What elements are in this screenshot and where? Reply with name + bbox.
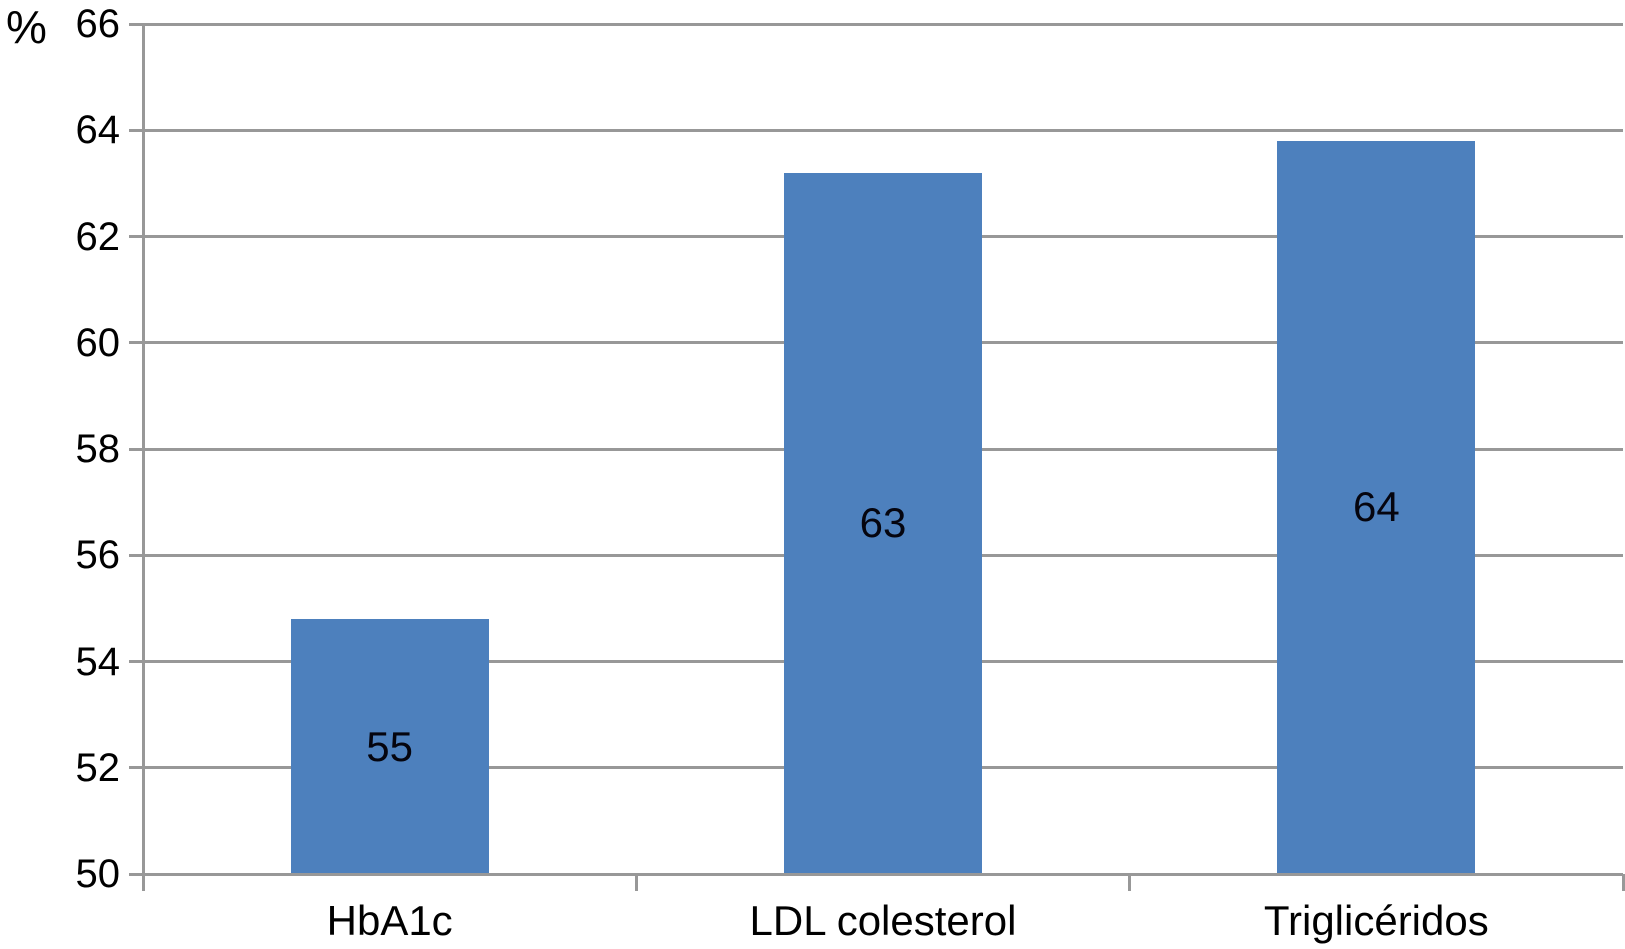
y-axis-tick-64 bbox=[129, 128, 143, 132]
y-tick-label-56: 56 bbox=[75, 533, 121, 578]
y-axis-tick-66 bbox=[129, 22, 143, 26]
y-axis-title: % bbox=[6, 1, 47, 53]
data-label-LDL colesterol: 63 bbox=[859, 499, 907, 547]
gridline-64 bbox=[143, 128, 1623, 132]
y-axis-tick-56 bbox=[129, 553, 143, 557]
y-axis-tick-58 bbox=[129, 447, 143, 451]
y-axis-tick-62 bbox=[129, 235, 143, 238]
bar-LDL colesterol[interactable] bbox=[784, 172, 982, 874]
y-axis-tick-52 bbox=[129, 766, 143, 770]
y-tick-label-52: 52 bbox=[75, 745, 121, 790]
x-axis-tick-3 bbox=[1621, 874, 1625, 891]
bar-HbA1c[interactable] bbox=[290, 619, 489, 874]
y-axis-tick-54 bbox=[129, 660, 143, 663]
category-label-Triglicéridos: Triglicéridos bbox=[1263, 897, 1489, 944]
y-tick-label-58: 58 bbox=[75, 427, 121, 471]
y-tick-label-62: 62 bbox=[75, 214, 121, 259]
y-tick-label-60: 60 bbox=[75, 320, 121, 365]
category-label-LDL colesterol: LDL colesterol bbox=[749, 897, 1017, 944]
data-label-HbA1c: 55 bbox=[366, 722, 414, 770]
y-tick-label-50: 50 bbox=[75, 852, 121, 896]
data-label-Triglicéridos: 64 bbox=[1352, 483, 1400, 531]
y-axis-tick-50 bbox=[129, 872, 143, 876]
category-label-HbA1c: HbA1c bbox=[326, 897, 453, 944]
x-axis-line bbox=[143, 872, 1623, 876]
gridline-66 bbox=[143, 22, 1623, 26]
x-axis-tick-1 bbox=[634, 874, 638, 891]
y-axis-tick-60 bbox=[129, 341, 143, 345]
y-tick-label-54: 54 bbox=[75, 639, 121, 684]
y-tick-label-64: 64 bbox=[75, 108, 121, 153]
y-axis-line bbox=[141, 24, 145, 891]
y-tick-label-66: 66 bbox=[75, 2, 121, 46]
x-axis-tick-2 bbox=[1128, 874, 1132, 891]
bar-Triglicéridos[interactable] bbox=[1277, 140, 1476, 874]
